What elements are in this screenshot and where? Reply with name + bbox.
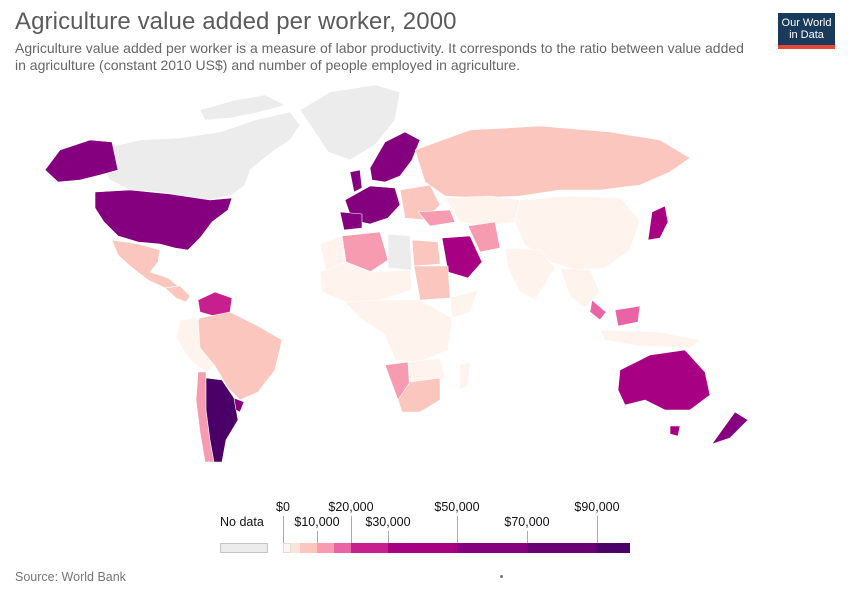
legend-tick	[317, 531, 318, 543]
legend-tick-label: $70,000	[504, 515, 550, 529]
region-russia: Russia	[414, 125, 691, 199]
chart-subtitle: Agriculture value added per worker is a …	[15, 40, 744, 73]
region-usa: United States	[94, 189, 233, 251]
legend-tick	[527, 531, 528, 543]
legend-tick	[351, 516, 352, 543]
region-india: India	[504, 247, 556, 301]
legend-tick-label: $10,000	[294, 515, 340, 529]
legend-tick	[457, 516, 458, 543]
legend-swatch	[283, 543, 291, 553]
source-note: Source: World Bank	[15, 570, 126, 584]
region-uruguay: France	[233, 397, 245, 413]
region-scandinavia: Scandinavia	[369, 131, 421, 183]
region-sudan: Sudan	[413, 265, 451, 301]
legend-swatch	[457, 543, 527, 553]
legend-swatch	[597, 543, 630, 553]
owid-logo[interactable]: Our World in Data	[778, 13, 835, 49]
logo-line-2: in Data	[789, 29, 824, 41]
region-libya: Greenland	[387, 233, 413, 271]
region-iran: Iran	[467, 221, 501, 253]
region-japan: Japan	[647, 205, 669, 241]
legend-swatch	[291, 543, 300, 553]
region-south-africa: South Africa	[397, 377, 441, 413]
legend-tick-label: $0	[276, 500, 290, 514]
region-canada-islands: Canada	[199, 94, 286, 121]
region-new-zealand: New Zealand	[711, 411, 749, 445]
region-argentina: Argentina	[205, 377, 239, 463]
region-malaysia: Malaysia	[589, 299, 607, 321]
legend-no-data-label: No data	[220, 515, 264, 529]
legend-tick-label: $20,000	[328, 500, 374, 514]
region-se-asia: India	[559, 267, 601, 309]
legend-tick	[283, 516, 284, 543]
region-australia: Australia	[617, 349, 711, 411]
region-indonesia: India	[599, 329, 701, 349]
world-map[interactable]: Canada Canada Greenland Alaska (USA) Uni…	[0, 0, 850, 500]
region-tasmania: Australia	[669, 425, 681, 437]
legend-swatch	[388, 543, 457, 553]
legend-tick	[388, 531, 389, 543]
region-canada: Canada	[101, 111, 301, 201]
legend-swatch	[351, 543, 388, 553]
region-uk: Scandinavia	[349, 169, 363, 193]
region-iberia: Scandinavia	[339, 211, 363, 231]
region-central-asia: Central Asia	[444, 195, 521, 227]
region-central-america: Mexico	[164, 285, 191, 303]
region-alaska: Alaska (USA)	[44, 139, 119, 183]
region-china: China	[514, 195, 641, 271]
legend-tick-label: $50,000	[434, 500, 480, 514]
chart-title: Agriculture value added per worker, 2000	[15, 8, 457, 35]
region-borneo: Malaysia	[614, 305, 641, 327]
legend-swatch	[300, 543, 317, 553]
region-egypt: Egypt	[411, 239, 441, 267]
logo-line-1: Our World	[781, 17, 832, 29]
legend-swatch	[334, 543, 351, 553]
region-greenland: Greenland	[299, 84, 401, 161]
legend-tick	[597, 516, 598, 543]
footer-dot	[500, 575, 503, 578]
legend-swatch	[317, 543, 334, 553]
region-turkey: Iran	[417, 209, 456, 227]
legend-tick-label: $30,000	[365, 515, 411, 529]
legend-no-data-swatch	[220, 543, 268, 553]
legend-swatch	[527, 543, 597, 553]
region-mexico: Mexico	[111, 239, 179, 289]
legend-tick-label: $90,000	[574, 500, 620, 514]
